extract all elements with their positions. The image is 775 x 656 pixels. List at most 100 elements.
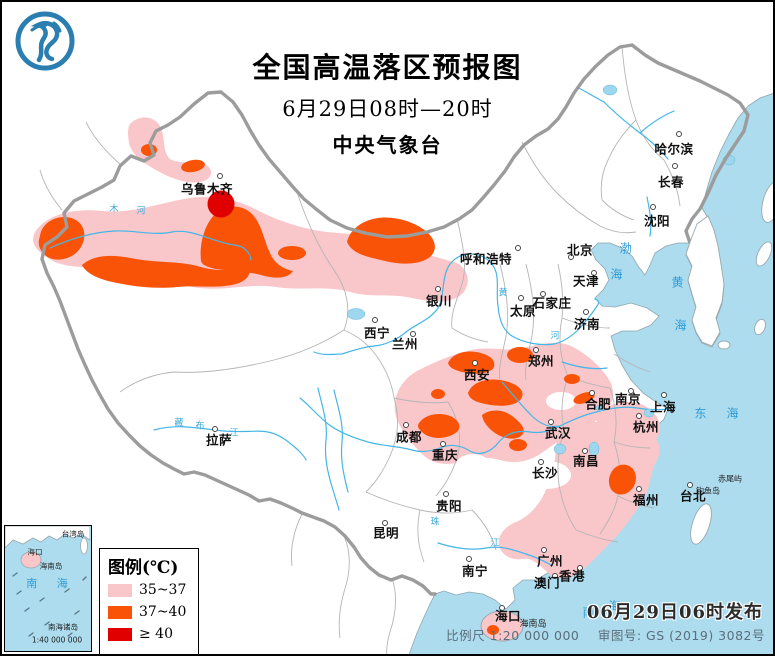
city-dot <box>589 390 595 396</box>
pink-zones <box>33 117 661 579</box>
river-name-char: 珠 <box>430 517 440 528</box>
city-dot <box>440 441 446 447</box>
city-dot <box>382 520 388 526</box>
city-dot <box>583 309 589 315</box>
inset-map <box>5 526 90 650</box>
sea-name-char: 黄 <box>671 275 685 290</box>
sea-name-char: 渤 <box>619 241 633 256</box>
city-dot <box>540 291 546 297</box>
sea-name-char: 南 <box>582 605 596 620</box>
foreign-land <box>480 181 773 642</box>
city-dot <box>552 573 558 579</box>
red-swatch <box>108 627 132 641</box>
orange-swatch <box>108 605 132 619</box>
issue-time: 06月29日06时发布 <box>586 602 763 623</box>
lakes <box>346 84 736 457</box>
river-name-char: 河 <box>550 331 560 342</box>
south-china-sea-inset: 海口 海南岛 台湾岛 南 海 南海诸岛 1:40 000 000 <box>4 525 92 652</box>
legend-label: ≥ 40 <box>139 626 173 642</box>
legend-title: 图例(℃) <box>108 558 179 578</box>
city-label: 南宁 <box>461 563 489 579</box>
city-dot <box>217 173 223 179</box>
city-dot <box>466 556 472 562</box>
city-label: 沈阳 <box>643 213 671 229</box>
map-scale: 比例尺 1:20 000 000 <box>446 628 580 643</box>
city-dot <box>582 448 588 454</box>
inset-sea-label: 南 海 <box>26 577 76 590</box>
island-label: 赤尾屿 <box>718 474 742 484</box>
city-dot <box>212 426 218 432</box>
city-dot <box>541 547 547 553</box>
sea-name-char: 海 <box>726 406 740 421</box>
city-dot <box>636 413 642 419</box>
city-label: 兰州 <box>391 336 419 352</box>
city-label: 广州 <box>536 553 564 569</box>
city-dot <box>650 204 656 210</box>
city-dot <box>568 254 574 260</box>
city-dot <box>472 360 478 366</box>
province-borders <box>39 45 681 654</box>
city-dot <box>687 482 693 488</box>
river-name-char: 布 <box>195 421 205 432</box>
city-label: 杭州 <box>632 419 660 435</box>
sea-name-char: 海 <box>610 267 624 282</box>
national-border <box>40 43 750 596</box>
legend-box: 图例(℃) 35~37 37~40 ≥ 40 <box>99 548 199 654</box>
legend-label: 37~40 <box>139 604 187 620</box>
city-dot <box>518 295 524 301</box>
title-block: 全国高温落区预报图 6月29日08时—20时 中央气象台 <box>252 46 522 158</box>
inset-scale-label: 1:40 000 000 <box>31 635 83 645</box>
river-name-char: 江 <box>490 538 500 549</box>
map-approval-number: 审图号: GS (2019) 3082号 <box>597 628 765 643</box>
city-dot <box>548 419 554 425</box>
legend-row-red: ≥ 40 <box>108 626 198 642</box>
pink-swatch <box>108 583 132 597</box>
city-label: 乌鲁木齐 <box>180 181 234 197</box>
legend-row-orange: 37~40 <box>108 604 198 620</box>
city-label: 海口 <box>494 608 522 624</box>
city-label: 长沙 <box>531 465 559 481</box>
red-zone-urumqi <box>207 190 235 218</box>
cma-logo-icon <box>15 11 75 71</box>
city-dot <box>499 605 505 611</box>
city-label: 太原 <box>509 303 537 319</box>
city-label: 澳门 <box>533 575 561 591</box>
city-label: 西安 <box>463 367 491 383</box>
city-dot <box>435 286 441 292</box>
city-dot <box>372 317 378 323</box>
city-label: 北京 <box>566 242 594 258</box>
city-label: 武汉 <box>544 425 572 441</box>
city-label: 成都 <box>395 429 423 445</box>
sea-name-char: 海 <box>608 599 622 614</box>
city-dot <box>515 245 521 251</box>
city-label: 香港 <box>558 568 586 584</box>
inset-hainan-label: 海南岛 <box>39 561 63 571</box>
city-label: 西宁 <box>363 325 391 341</box>
city-dot <box>410 331 416 337</box>
city-dot <box>538 459 544 465</box>
city-dot <box>661 392 667 398</box>
map-scale-row: 比例尺 1:20 000 000 审图号: GS (2019) 3082号 <box>446 625 765 644</box>
map-title: 全国高温落区预报图 <box>252 51 523 84</box>
city-dot <box>628 388 634 394</box>
city-label: 拉萨 <box>205 432 233 448</box>
agency-name: 中央气象台 <box>332 133 443 157</box>
river-name-char: 河 <box>136 206 146 217</box>
city-dot <box>577 565 583 571</box>
city-label: 济南 <box>573 316 601 332</box>
legend-label: 35~37 <box>139 582 187 598</box>
city-label: 上海 <box>649 399 677 415</box>
cma-logo <box>14 10 76 76</box>
inset-haikou-label: 海口 <box>27 547 43 557</box>
city-label: 南昌 <box>572 453 600 469</box>
river-name-char: 江 <box>229 428 239 439</box>
city-dot <box>672 163 678 169</box>
river-name-char: 藏 <box>174 418 184 429</box>
city-label: 昆明 <box>372 525 400 541</box>
island-label: 钓鱼岛 <box>696 486 720 496</box>
city-dot <box>591 270 597 276</box>
city-label: 呼和浩特 <box>459 251 513 267</box>
city-label: 哈尔滨 <box>654 141 694 157</box>
city-label: 福州 <box>632 492 660 508</box>
